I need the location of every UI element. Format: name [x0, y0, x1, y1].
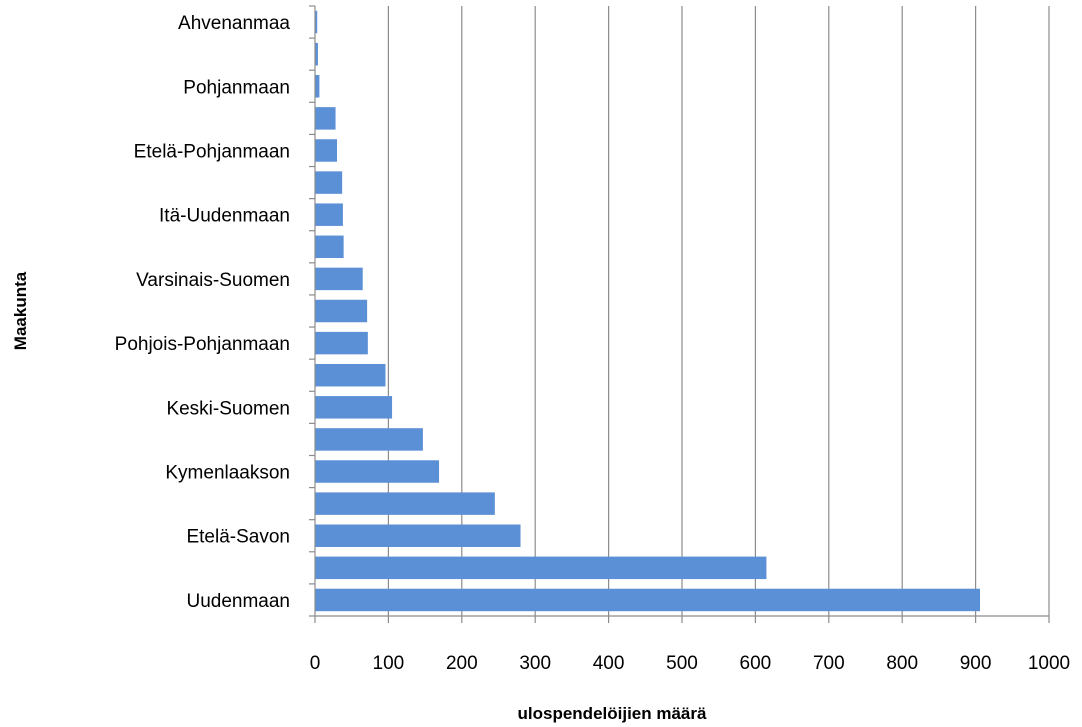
bar: [315, 588, 981, 612]
category-label: Itä-Uudenmaan: [159, 206, 290, 227]
x-axis-title: ulospendelöijien määrä: [518, 704, 707, 723]
bar: [315, 10, 318, 34]
bar: [315, 42, 318, 66]
bar: [315, 203, 343, 226]
category-label: Varsinais-Suomen: [136, 270, 290, 291]
x-tick-label: 0: [310, 653, 321, 674]
x-tick-label: 300: [519, 653, 551, 674]
x-tick-label: 100: [373, 653, 405, 674]
y-axis-title: Maakunta: [11, 271, 30, 350]
x-tick-label: 1000: [1028, 653, 1070, 674]
category-label: Ahvenanmaa: [178, 13, 290, 34]
x-tick-label: 700: [813, 653, 845, 674]
x-tick-label: 500: [666, 653, 698, 674]
category-label: Uudenmaan: [186, 591, 290, 612]
bar: [315, 299, 368, 323]
category-label: Etelä-Savon: [186, 527, 290, 548]
category-label: Keski-Suomen: [166, 398, 290, 419]
bar: [315, 396, 393, 419]
category-label: Pohjois-Pohjanmaan: [115, 334, 290, 355]
bar: [315, 428, 423, 451]
x-tick-label: 200: [446, 653, 478, 674]
x-tick-label: 900: [960, 653, 992, 674]
x-tick-label: 400: [593, 653, 625, 674]
bar: [315, 75, 320, 98]
gridlines: [387, 6, 1050, 616]
bars: [315, 10, 981, 612]
bar: [315, 524, 521, 547]
bar: [315, 171, 343, 194]
bar: [315, 107, 336, 130]
category-label: Kymenlaakson: [165, 463, 290, 484]
x-tick-label: 600: [740, 653, 772, 674]
bar: [315, 267, 363, 291]
bar: [315, 139, 338, 162]
axes: [309, 5, 1050, 623]
labels: 0 100 200 300 400 500 600 700 800 900 1000 Ahvenanm…: [115, 13, 1070, 674]
bar: [315, 556, 767, 580]
bar: [315, 363, 386, 387]
bar: [315, 460, 440, 483]
category-label: Pohjanmaan: [183, 77, 290, 98]
bar: [315, 331, 368, 355]
bar: [315, 235, 344, 259]
category-label: Etelä-Pohjanmaan: [134, 141, 290, 162]
bar: [315, 492, 495, 515]
x-tick-label: 800: [886, 653, 918, 674]
